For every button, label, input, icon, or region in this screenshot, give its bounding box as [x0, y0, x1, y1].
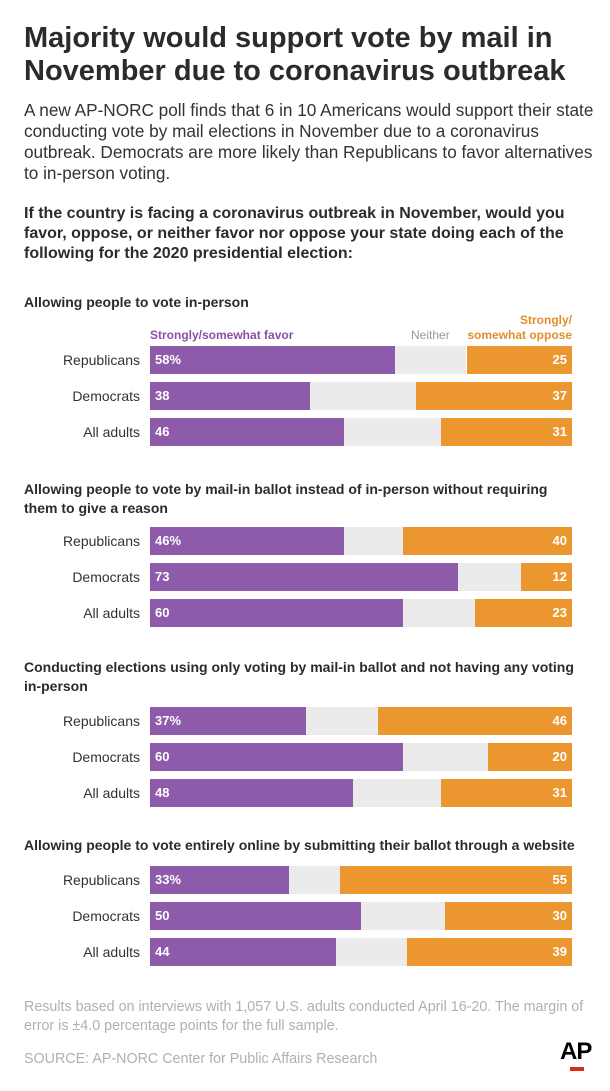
- value-label-oppose: 46: [552, 713, 567, 728]
- value-label-favor: 46: [155, 424, 170, 439]
- bar-favor: [150, 563, 459, 591]
- row-label: Republicans: [62, 533, 140, 549]
- bar-favor: [150, 599, 404, 627]
- bar-oppose: [441, 779, 572, 807]
- bar-neither: [310, 382, 416, 410]
- bar-neither: [394, 346, 467, 374]
- bar-neither: [403, 599, 475, 627]
- bar-oppose: [487, 743, 572, 771]
- legend-oppose-line1: Strongly/: [519, 313, 572, 327]
- value-label-favor: 58%: [155, 352, 182, 367]
- value-label-oppose: 25: [552, 352, 567, 367]
- row-label: All adults: [83, 944, 140, 960]
- bar-oppose: [445, 902, 572, 930]
- bar-neither: [403, 743, 488, 771]
- value-label-oppose: 30: [552, 908, 567, 923]
- bar-neither: [458, 563, 522, 591]
- row-label: All adults: [83, 605, 140, 621]
- panel-title: Allowing people to vote by mail-in ballo…: [24, 481, 548, 516]
- bar-favor: [150, 707, 307, 735]
- row-label: Democrats: [72, 908, 140, 924]
- panel-title: Allowing people to vote in-person: [24, 294, 249, 310]
- row-label: All adults: [83, 424, 140, 440]
- panel-title: Allowing people to vote entirely online …: [24, 837, 575, 853]
- bar-oppose: [339, 866, 572, 894]
- bar-neither: [306, 707, 378, 735]
- value-label-favor: 38: [155, 388, 170, 403]
- bar-favor: [150, 418, 345, 446]
- value-label-favor: 50: [155, 908, 170, 923]
- row-label: Democrats: [72, 569, 140, 585]
- bar-favor: [150, 382, 311, 410]
- survey-question: If the country is facing a coronavirus o…: [24, 205, 565, 262]
- bar-oppose: [466, 346, 572, 374]
- value-label-oppose: 31: [552, 785, 567, 800]
- value-label-oppose: 55: [552, 872, 567, 887]
- value-label-oppose: 12: [552, 569, 567, 584]
- bar-neither: [335, 938, 408, 966]
- ap-logo-underline: [570, 1067, 584, 1071]
- intro-text: A new AP-NORC poll finds that 6 in 10 Am…: [24, 100, 594, 183]
- bar-oppose: [407, 938, 572, 966]
- value-label-favor: 73: [155, 569, 170, 584]
- row-label: Democrats: [72, 749, 140, 765]
- value-label-favor: 60: [155, 605, 170, 620]
- value-label-favor: 44: [155, 944, 170, 959]
- row-label: Republicans: [62, 352, 140, 368]
- source-line: SOURCE: AP-NORC Center for Public Affair…: [24, 1051, 378, 1067]
- bar-favor: [150, 779, 353, 807]
- value-label-favor: 60: [155, 749, 170, 764]
- bar-neither: [289, 866, 340, 894]
- value-label-favor: 48: [155, 785, 170, 800]
- footnote: Results based on interviews with 1,057 U…: [24, 999, 584, 1034]
- row-label: Republicans: [62, 872, 140, 888]
- bar-favor: [150, 527, 345, 555]
- legend-neither: Neither: [411, 328, 450, 342]
- bar-favor: [150, 743, 404, 771]
- chart-title: Majority would support vote by mail in N…: [24, 22, 566, 87]
- panel-title: Conducting elections using only voting b…: [24, 659, 574, 694]
- value-label-favor: 37%: [155, 713, 182, 728]
- bar-neither: [344, 418, 442, 446]
- bar-favor: [150, 938, 336, 966]
- bar-oppose: [415, 382, 572, 410]
- value-label-oppose: 39: [552, 944, 567, 959]
- value-label-oppose: 31: [552, 424, 567, 439]
- legend-favor: Strongly/somewhat favor: [150, 328, 294, 342]
- bar-favor: [150, 866, 290, 894]
- value-label-oppose: 37: [552, 388, 567, 403]
- bar-neither: [361, 902, 446, 930]
- row-label: All adults: [83, 785, 140, 801]
- bar-oppose: [403, 527, 572, 555]
- row-label: Democrats: [72, 388, 140, 404]
- bar-neither: [344, 527, 404, 555]
- ap-logo: AP: [560, 1038, 592, 1065]
- bar-favor: [150, 902, 361, 930]
- bar-oppose: [377, 707, 572, 735]
- row-label: Republicans: [62, 713, 140, 729]
- value-label-oppose: 23: [552, 605, 567, 620]
- legend-oppose-line2: somewhat oppose: [467, 328, 572, 342]
- bar-oppose: [441, 418, 572, 446]
- bar-neither: [352, 779, 442, 807]
- value-label-favor: 33%: [155, 872, 182, 887]
- value-label-oppose: 20: [552, 749, 567, 764]
- bar-oppose: [521, 563, 572, 591]
- value-label-oppose: 40: [552, 533, 567, 548]
- bar-oppose: [474, 599, 572, 627]
- bar-favor: [150, 346, 395, 374]
- value-label-favor: 46%: [155, 533, 182, 548]
